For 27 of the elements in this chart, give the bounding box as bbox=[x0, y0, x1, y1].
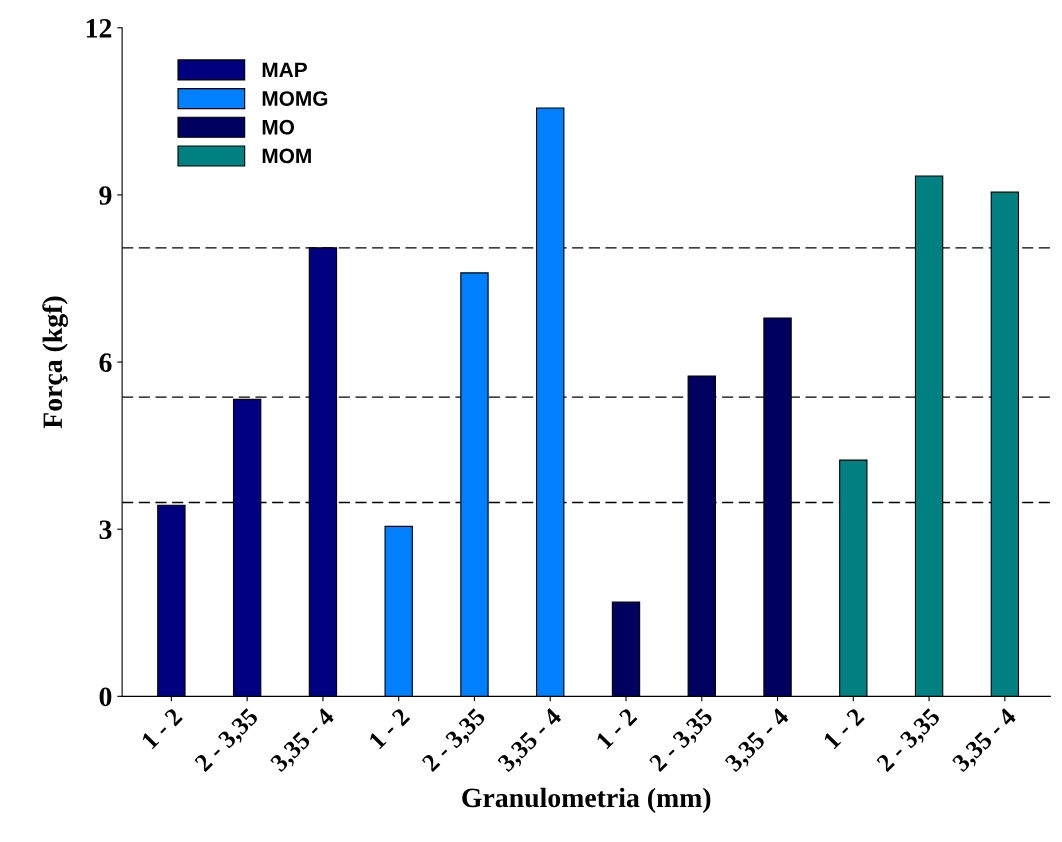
y-tick-label: 6 bbox=[99, 353, 112, 372]
y-tick-label: 3 bbox=[99, 520, 112, 540]
x-tick-label: 3,35 - 4 bbox=[951, 706, 1020, 775]
legend-label: MOM bbox=[262, 148, 311, 164]
bar bbox=[157, 504, 186, 697]
x-tick-label: 2 - 3,35 bbox=[193, 707, 262, 775]
x-tick-label: 1 - 2 bbox=[822, 707, 865, 750]
y-axis-title: Força (kgf) bbox=[42, 296, 68, 429]
x-tick-label: 2 - 3,35 bbox=[648, 707, 717, 775]
bar bbox=[839, 459, 868, 697]
x-tick-label: 1 - 2 bbox=[140, 707, 183, 750]
y-tick-label: 0 bbox=[99, 687, 112, 707]
y-tick-label: 12 bbox=[86, 19, 112, 38]
x-tick-label: 2 - 3,35 bbox=[875, 707, 944, 775]
x-tick-label: 3,35 - 4 bbox=[269, 706, 338, 775]
x-tick-label: 3,35 - 4 bbox=[496, 706, 565, 775]
x-tick-label: 3,35 - 4 bbox=[724, 706, 793, 775]
x-axis-title: Granulometria (mm) bbox=[462, 787, 711, 813]
y-tick-label: 9 bbox=[99, 186, 112, 205]
legend-label: MO bbox=[262, 119, 295, 135]
bar bbox=[384, 525, 413, 697]
bar bbox=[611, 601, 641, 697]
x-tick-label: 2 - 3,35 bbox=[421, 707, 489, 775]
x-tick-label: 1 - 2 bbox=[595, 707, 638, 750]
x-tick-label: 1 - 2 bbox=[368, 707, 411, 750]
legend-label: MAP bbox=[262, 62, 307, 77]
legend-label: MOMG bbox=[262, 91, 328, 106]
